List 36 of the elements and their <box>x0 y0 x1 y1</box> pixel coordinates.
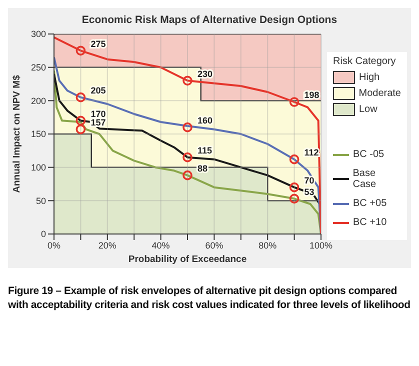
annotation: 205 <box>90 86 106 96</box>
annotation: 70 <box>304 176 314 186</box>
x-tick-label: 100% <box>309 240 333 250</box>
point <box>289 97 300 107</box>
y-tick-label: 200 <box>30 96 46 106</box>
annotation: 115 <box>198 146 212 156</box>
y-tick-label: 50 <box>36 196 46 206</box>
y-tick-label: 250 <box>30 62 46 73</box>
annotation: 275 <box>90 38 106 49</box>
annotation: 157 <box>90 118 106 128</box>
legend-label: Moderate <box>358 87 401 100</box>
x-tick-label: 60% <box>205 240 224 250</box>
y-tick-label: 100 <box>30 162 46 173</box>
chart-title: Economic Risk Maps of Alternative Design Options <box>80 14 338 26</box>
annotation: 198 <box>304 90 320 100</box>
legend-title: Risk Category <box>333 56 397 67</box>
annotation: 160 <box>198 116 213 126</box>
x-axis-title: Probability of Exceedance <box>128 254 247 265</box>
annotation: 170 <box>90 108 106 119</box>
x-tick-label: 80% <box>258 240 277 250</box>
y-tick-label: 150 <box>30 129 46 140</box>
legend-label: BC -05 <box>352 149 386 160</box>
x-tick-label: 0% <box>47 240 61 250</box>
legend-label: Base Case <box>352 168 378 190</box>
point <box>76 46 86 56</box>
legend-label: Low <box>358 103 378 116</box>
legend-label: High <box>358 71 381 84</box>
y-tick-label: 0 <box>40 229 46 240</box>
point <box>182 76 192 86</box>
x-tick-label: 20% <box>98 240 116 250</box>
caption: Figure 19 – Example of risk envelopes of alternative pit design options compared with acceptability criteria and risk cost values indicated for three levels of likelihood <box>8 284 411 312</box>
x-tick-label: 40% <box>152 240 170 250</box>
legend-label: BC +10 <box>352 217 388 228</box>
y-tick-label: 300 <box>30 29 46 40</box>
y-axis-title: Annual Impact on NPV M$ <box>11 74 22 193</box>
legend-label: BC +05 <box>352 198 388 209</box>
